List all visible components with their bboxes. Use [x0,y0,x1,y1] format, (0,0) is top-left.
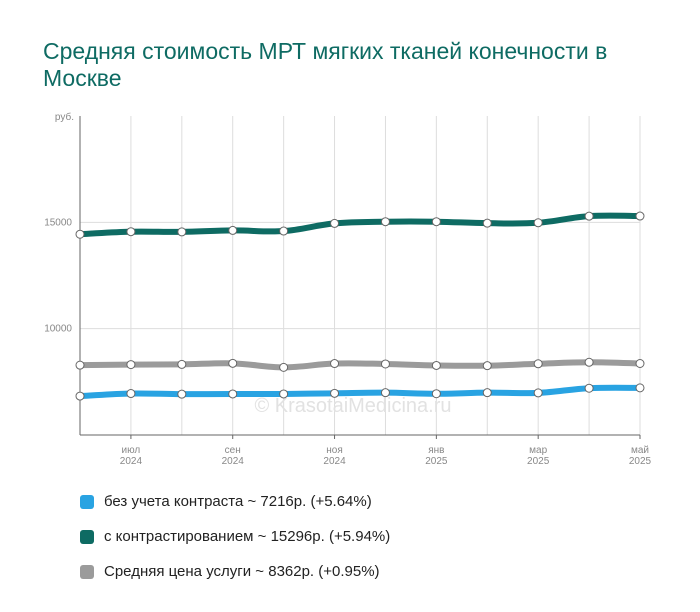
x-tick-month: мар [529,445,547,456]
data-point[interactable] [533,359,543,369]
series-line [77,384,643,400]
data-point[interactable] [482,388,492,398]
x-tick-month: сен [225,445,241,456]
data-point[interactable] [533,388,543,398]
data-point[interactable] [228,358,238,368]
data-point[interactable] [126,227,136,237]
data-point[interactable] [330,388,340,398]
legend-swatch [80,529,94,544]
data-point[interactable] [177,389,187,399]
data-point[interactable] [177,227,187,237]
x-tick-month: июл [122,445,141,456]
data-point[interactable] [279,389,289,399]
legend: без учета контраста ~ 7216р. (+5.64%) с к… [80,484,390,589]
data-point[interactable] [584,211,594,221]
legend-swatch [80,564,94,579]
data-point[interactable] [482,361,492,371]
x-tick-month: ноя [326,445,343,456]
data-point[interactable] [635,359,645,369]
x-tick-year: 2025 [527,456,550,467]
legend-label: Средняя цена услуги ~ 8362р. (+0.95%) [104,563,380,580]
data-point[interactable] [533,218,543,228]
chart-title: Средняя стоимость МРТ мягких тканей коне… [43,38,608,91]
data-point[interactable] [126,360,136,370]
data-point[interactable] [228,389,238,399]
legend-swatch [80,494,94,509]
data-point[interactable] [380,388,390,398]
watermark: © KrasotaiMedicina.ru [254,395,451,417]
legend-label: с контрастированием ~ 15296р. (+5.94%) [104,528,391,545]
data-point[interactable] [380,359,390,369]
data-point[interactable] [584,357,594,367]
y-unit-label: руб. [55,111,74,123]
data-point[interactable] [330,359,340,369]
x-tick-year: 2024 [222,456,245,467]
data-point[interactable] [279,362,289,372]
x-tick-year: 2025 [425,456,448,467]
legend-item[interactable]: без учета контраста ~ 7216р. (+5.64%) [80,484,390,519]
axes: 1000015000руб.июл2024сен2024ноя2024янв20… [44,111,651,467]
legend-item[interactable]: с контрастированием ~ 15296р. (+5.94%) [80,519,390,554]
data-point[interactable] [482,218,492,228]
data-point[interactable] [75,391,85,401]
data-point[interactable] [75,229,85,239]
series-line [77,359,643,371]
data-point[interactable] [635,383,645,393]
series-line [77,212,643,238]
data-point[interactable] [330,218,340,228]
y-tick-label: 15000 [44,217,72,228]
data-point[interactable] [177,359,187,369]
grid [79,116,641,435]
line-chart: © KrasotaiMedicina.ru 1000015000руб.июл2… [44,111,651,467]
data-point[interactable] [75,360,85,370]
data-point[interactable] [584,383,594,393]
series [75,211,645,401]
data-point[interactable] [279,226,289,236]
x-tick-year: 2024 [120,456,143,467]
x-tick-year: 2025 [629,456,652,467]
data-point[interactable] [431,389,441,399]
y-tick-label: 10000 [44,324,72,335]
legend-label: без учета контраста ~ 7216р. (+5.64%) [104,493,372,510]
x-tick-month: янв [428,445,444,456]
data-point[interactable] [126,389,136,399]
data-point[interactable] [431,360,441,370]
data-point[interactable] [431,217,441,227]
data-point[interactable] [228,225,238,235]
data-point[interactable] [635,211,645,221]
x-tick-month: май [631,445,649,456]
x-tick-year: 2024 [323,456,346,467]
data-point[interactable] [380,217,390,227]
legend-item[interactable]: Средняя цена услуги ~ 8362р. (+0.95%) [80,554,390,589]
